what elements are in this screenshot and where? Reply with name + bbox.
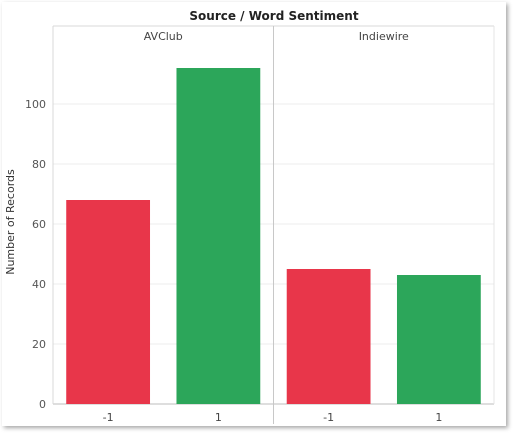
x-tick-label: -1	[103, 411, 114, 424]
y-tick-label: 0	[39, 398, 46, 411]
x-tick-label: 1	[435, 411, 442, 424]
chart-title: Source / Word Sentiment	[189, 9, 358, 23]
bar[interactable]	[176, 68, 261, 404]
x-tick-label: 1	[215, 411, 222, 424]
y-axis-label: Number of Records	[4, 169, 17, 275]
bar[interactable]	[396, 275, 481, 404]
bar[interactable]	[66, 200, 151, 404]
panel-header-label: AVClub	[144, 30, 183, 43]
y-tick-label: 80	[32, 158, 46, 171]
y-tick-label: 20	[32, 338, 46, 351]
panels: AVClub -1 1 Indiewire -1 1	[52, 25, 495, 424]
y-tick-label: 100	[25, 98, 46, 111]
y-axis: 0 20 40 60 80 100	[25, 98, 46, 411]
panel-header-label: Indiewire	[359, 30, 409, 43]
bar[interactable]	[286, 269, 371, 404]
y-tick-label: 60	[32, 218, 46, 231]
x-tick-label: -1	[323, 411, 334, 424]
panel-avclub: AVClub -1 1	[66, 30, 261, 424]
panel-indiewire: Indiewire -1 1	[273, 26, 481, 424]
y-tick-label: 40	[32, 278, 46, 291]
